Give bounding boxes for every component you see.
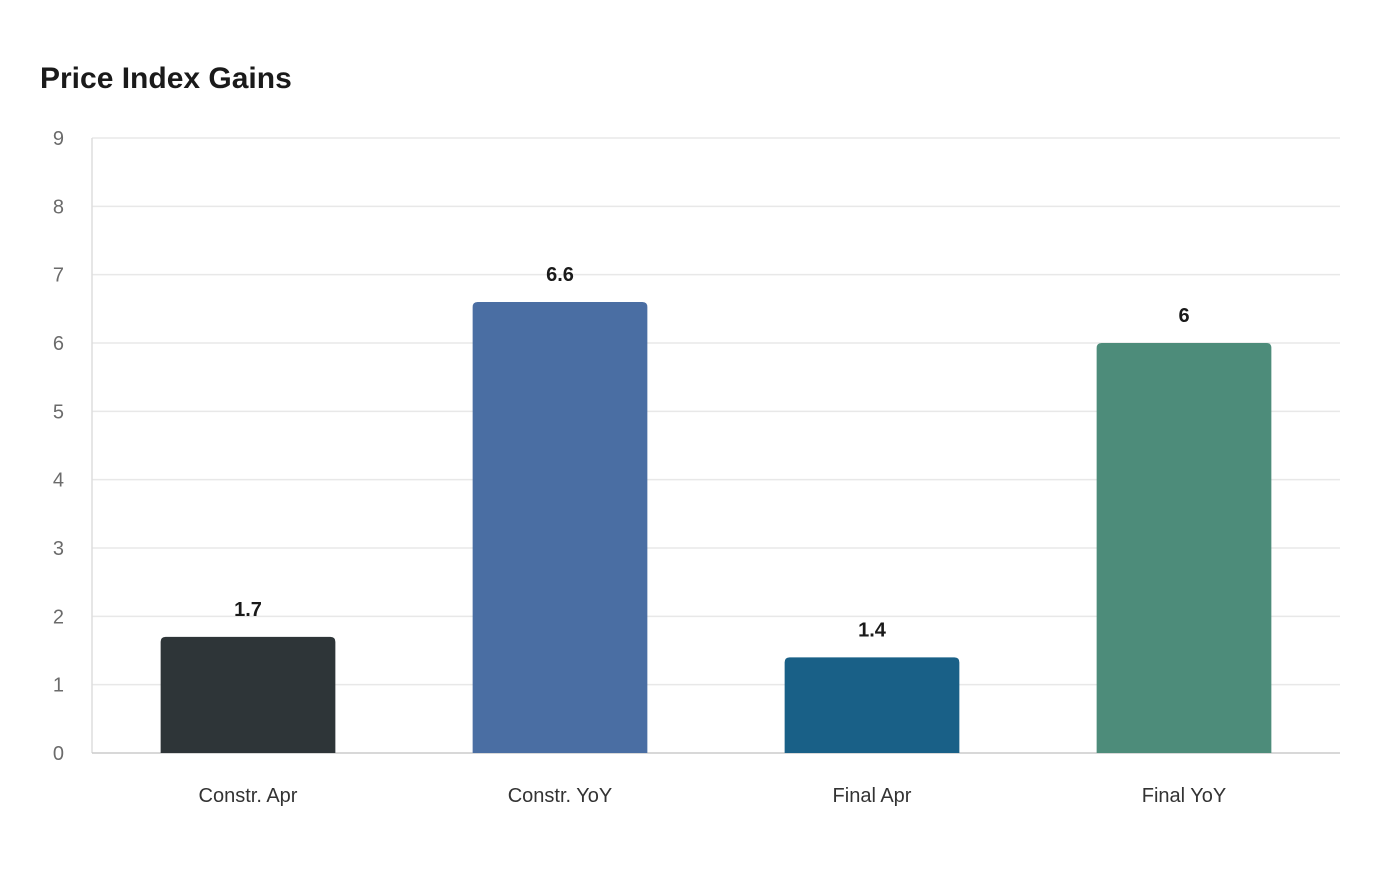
y-tick-label: 2 <box>53 606 64 628</box>
bar-constr-apr <box>160 636 336 753</box>
x-tick-label: Constr. Apr <box>199 785 298 807</box>
bar-constr-yoy <box>472 302 648 753</box>
labels: 0 1 2 3 4 5 6 7 8 9 1.7 Constr. Apr 6.6 Constr. YoY 1.… <box>53 128 1226 807</box>
x-tick-label: Final YoY <box>1142 785 1227 807</box>
y-tick-label: 7 <box>53 265 64 287</box>
y-tick-label: 6 <box>53 333 64 355</box>
data-label: 6.6 <box>546 264 574 286</box>
y-tick-label: 0 <box>53 743 64 765</box>
chart-title: Price Index Gains <box>40 62 292 95</box>
y-tick-label: 5 <box>53 401 64 423</box>
bar-final-apr <box>784 657 960 753</box>
bar-final-yoy <box>1096 343 1272 753</box>
bars <box>160 302 1272 753</box>
x-tick-label: Constr. YoY <box>508 785 613 807</box>
y-tick-label: 8 <box>53 196 64 218</box>
y-tick-label: 1 <box>53 675 64 697</box>
y-tick-label: 4 <box>53 470 64 492</box>
data-label: 6 <box>1178 305 1189 327</box>
data-label: 1.4 <box>858 619 887 641</box>
data-label: 1.7 <box>234 599 262 621</box>
y-tick-label: 3 <box>53 538 64 560</box>
y-tick-label: 9 <box>53 128 64 150</box>
x-tick-label: Final Apr <box>833 785 912 807</box>
